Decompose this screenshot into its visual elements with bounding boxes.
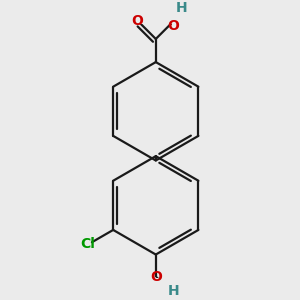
Text: O: O [132,14,143,28]
Text: O: O [167,19,179,33]
Text: O: O [151,270,162,284]
Text: H: H [176,2,187,15]
Text: H: H [167,284,179,298]
Text: Cl: Cl [80,237,95,251]
